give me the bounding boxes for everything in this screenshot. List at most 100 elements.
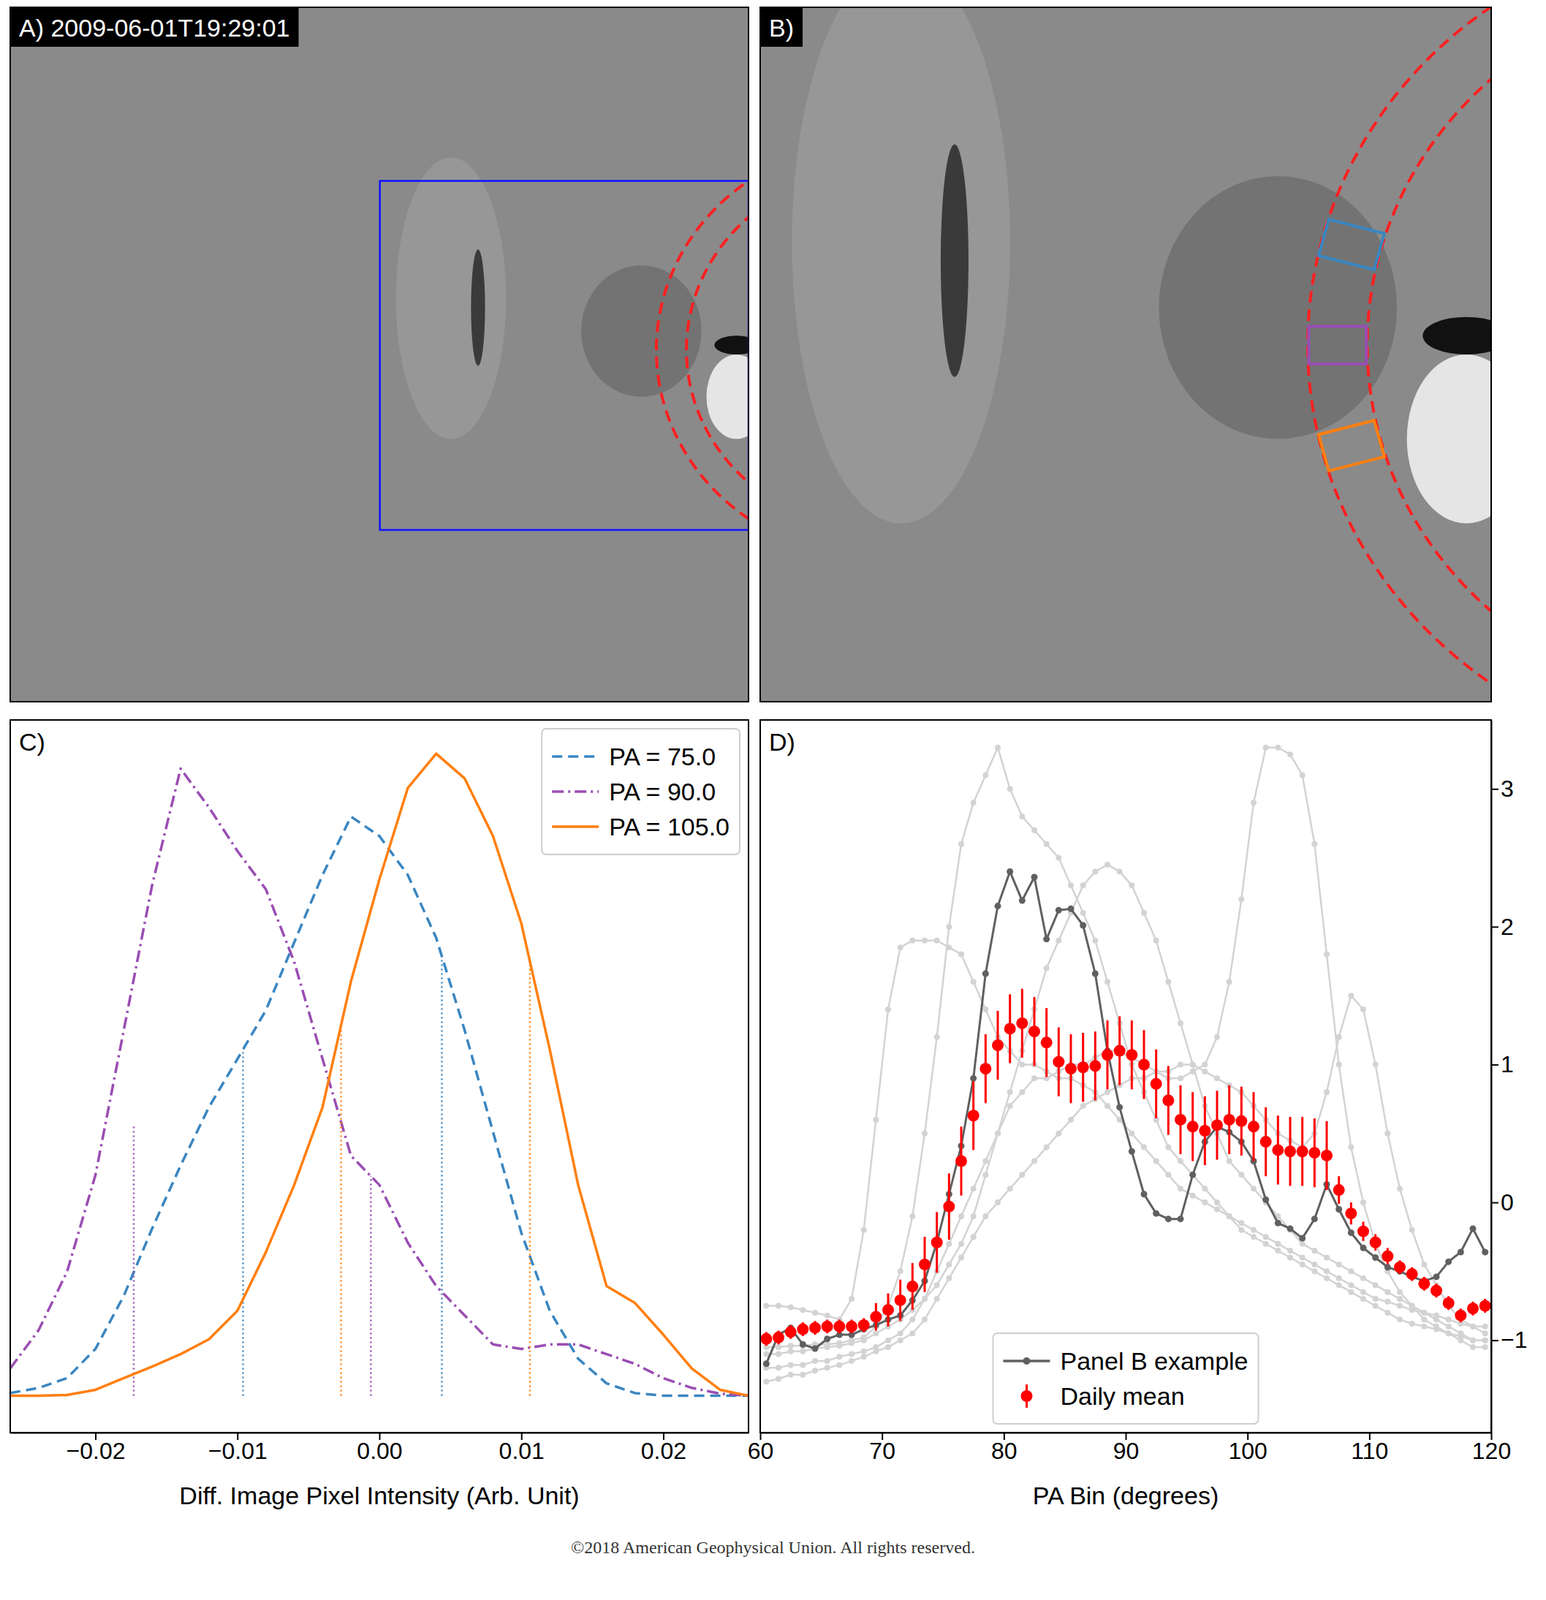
series-point: [1384, 1289, 1391, 1296]
series-point: [775, 1351, 782, 1358]
y-tick: 2: [1491, 913, 1514, 941]
series-point: [1238, 1171, 1245, 1178]
x-tick: 90: [1113, 1432, 1140, 1465]
series-point: [994, 1130, 1001, 1137]
series-point: [1323, 1268, 1330, 1275]
series-point: [1421, 1309, 1427, 1316]
series-point: [1250, 1227, 1257, 1234]
series-point: [1165, 1144, 1172, 1151]
series-point: [921, 1316, 928, 1323]
series-point: [982, 970, 990, 978]
y-tick: 3: [1491, 775, 1514, 802]
y-axis: −10123: [1491, 720, 1527, 1434]
mean-point: [1284, 1145, 1297, 1158]
series-point: [1396, 1302, 1403, 1309]
series-point: [1274, 744, 1281, 751]
series-point: [775, 1364, 782, 1371]
series-point: [897, 1268, 904, 1275]
series-point: [1238, 1227, 1245, 1234]
series-point: [1457, 1248, 1465, 1256]
x-tick: 0.00: [356, 1432, 403, 1465]
mean-point: [1369, 1236, 1382, 1249]
sample-box: [1308, 326, 1367, 364]
x-tick: 120: [1472, 1432, 1511, 1465]
series-point: [763, 1302, 769, 1309]
series-point: [909, 937, 916, 944]
series-point: [921, 937, 928, 944]
mean-point: [955, 1154, 968, 1167]
mean-point: [1162, 1094, 1174, 1107]
series-point: [812, 1345, 818, 1352]
series-point: [1214, 1206, 1220, 1212]
mean-point: [809, 1322, 821, 1335]
series-point: [1007, 1089, 1014, 1095]
series-point: [934, 1282, 941, 1288]
series-point: [812, 1344, 819, 1352]
series-point: [824, 1312, 831, 1319]
series: [10, 816, 749, 1396]
mean-point: [1198, 1124, 1211, 1137]
series-point: [1445, 1330, 1452, 1337]
mean-point: [967, 1109, 980, 1122]
series-point: [1190, 1171, 1196, 1178]
legend-label: Panel B example: [1059, 1347, 1248, 1375]
legend: PA = 75.0PA = 90.0PA = 105.0: [541, 728, 740, 855]
mean-point: [1308, 1146, 1321, 1159]
series-point: [958, 1241, 965, 1248]
series-point: [775, 1302, 782, 1309]
series-point: [1360, 1244, 1367, 1252]
pa-annulus: [686, 169, 749, 530]
panel-title: B): [760, 7, 803, 47]
series-point: [1287, 1254, 1294, 1261]
series-point: [994, 1130, 1001, 1137]
series-point: [848, 1358, 855, 1364]
series-point: [812, 1367, 818, 1374]
series-point: [1372, 1061, 1379, 1068]
series-point: [872, 1116, 879, 1123]
series-point: [1080, 882, 1087, 889]
series-point: [1287, 1247, 1294, 1254]
series-point: [1201, 1061, 1208, 1068]
mean-point: [942, 1200, 955, 1213]
series-point: [1360, 1296, 1367, 1302]
series-point: [1007, 1103, 1014, 1109]
series-point: [1152, 1210, 1160, 1218]
panel-title-text: A) 2009-06-01T19:29:01: [19, 13, 290, 42]
series: [760, 989, 1491, 1346]
mean-point: [1333, 1184, 1345, 1196]
legend-label: PA = 90.0: [608, 777, 716, 806]
mean-point: [1381, 1250, 1394, 1263]
series-line: [10, 768, 749, 1397]
series-point: [982, 1157, 989, 1164]
series-line: [766, 864, 1485, 1354]
series-point: [1421, 1316, 1427, 1323]
series-point: [1421, 1323, 1427, 1330]
series-point: [799, 1341, 807, 1348]
series-point: [1177, 1020, 1184, 1027]
series-point: [872, 1330, 879, 1337]
plot-frame: [10, 720, 749, 1433]
series-point: [945, 1261, 952, 1268]
series-point: [787, 1348, 794, 1355]
series-point: [1482, 1337, 1489, 1344]
series-point: [1031, 827, 1038, 834]
x-tick-label: 0.00: [356, 1437, 403, 1465]
quantile-line: [339, 1025, 343, 1397]
series-point: [763, 1378, 769, 1385]
series-point: [1396, 1316, 1403, 1323]
x-tick: 0.01: [499, 1432, 545, 1465]
legend-label: PA = 75.0: [608, 742, 716, 771]
series-point: [1384, 1263, 1392, 1271]
series-point: [1384, 1130, 1391, 1137]
series: [763, 744, 1488, 1372]
series-point: [1445, 1258, 1452, 1266]
quantile-line: [133, 1124, 136, 1397]
series-point: [982, 1006, 989, 1013]
series-point: [897, 944, 904, 951]
mean-point: [1150, 1078, 1163, 1090]
cme-loop: [791, 7, 1011, 524]
x-tick: 110: [1350, 1432, 1389, 1465]
legend-box: [992, 1333, 1258, 1424]
series-point: [897, 1337, 904, 1344]
series-point: [1481, 1248, 1489, 1256]
